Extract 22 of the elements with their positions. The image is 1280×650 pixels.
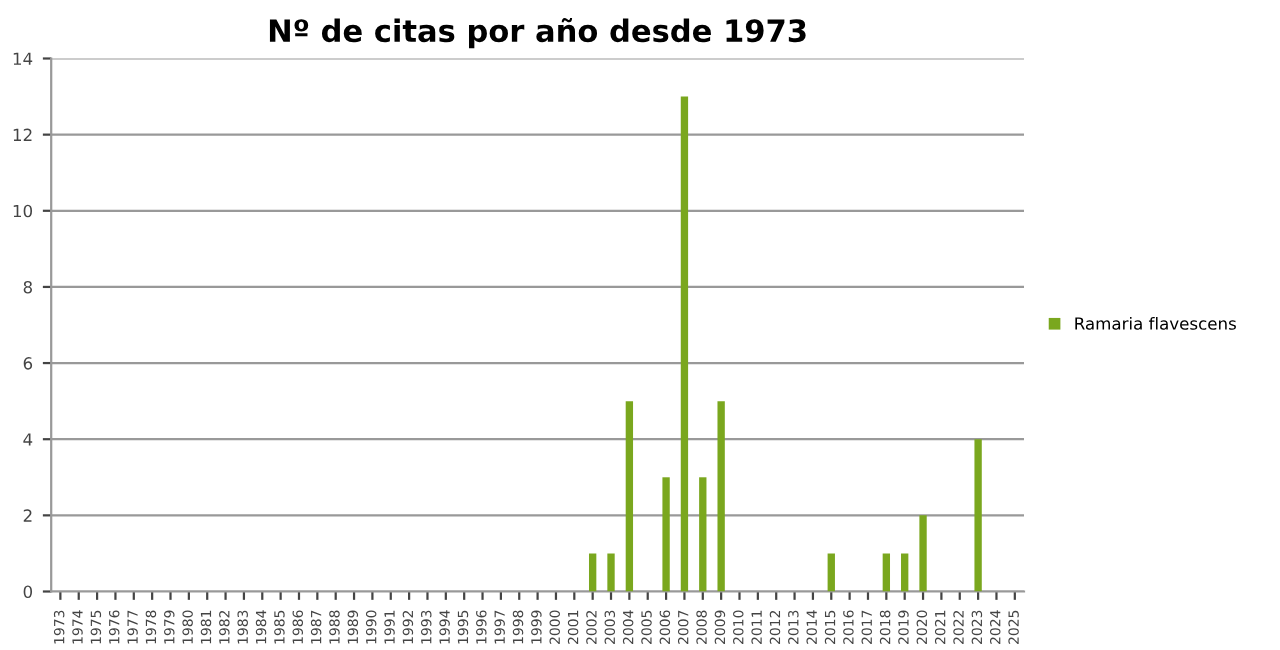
bar (901, 553, 909, 592)
y-tick-label: 8 (23, 280, 32, 294)
bar (882, 553, 891, 592)
y-tick-label: 2 (23, 509, 32, 522)
bar (588, 553, 597, 592)
bar (625, 401, 634, 592)
bar (827, 553, 835, 592)
bar (662, 477, 670, 592)
legend-label: Ramaria flavescens (1075, 316, 1236, 330)
bar (680, 96, 689, 592)
y-tick-label: 4 (23, 433, 33, 446)
y-tick-label: 0 (23, 585, 33, 599)
y-tick-label: 12 (13, 128, 32, 141)
chart-title: Nº de citas por año desde 1973 (269, 18, 806, 49)
bar (974, 439, 982, 592)
y-tick-label: 10 (13, 204, 33, 218)
y-tick-label: 14 (13, 52, 33, 65)
bar (717, 401, 725, 592)
bar (607, 553, 615, 592)
bar (699, 477, 707, 592)
bar (919, 515, 927, 592)
y-tick-label: 6 (23, 357, 33, 370)
